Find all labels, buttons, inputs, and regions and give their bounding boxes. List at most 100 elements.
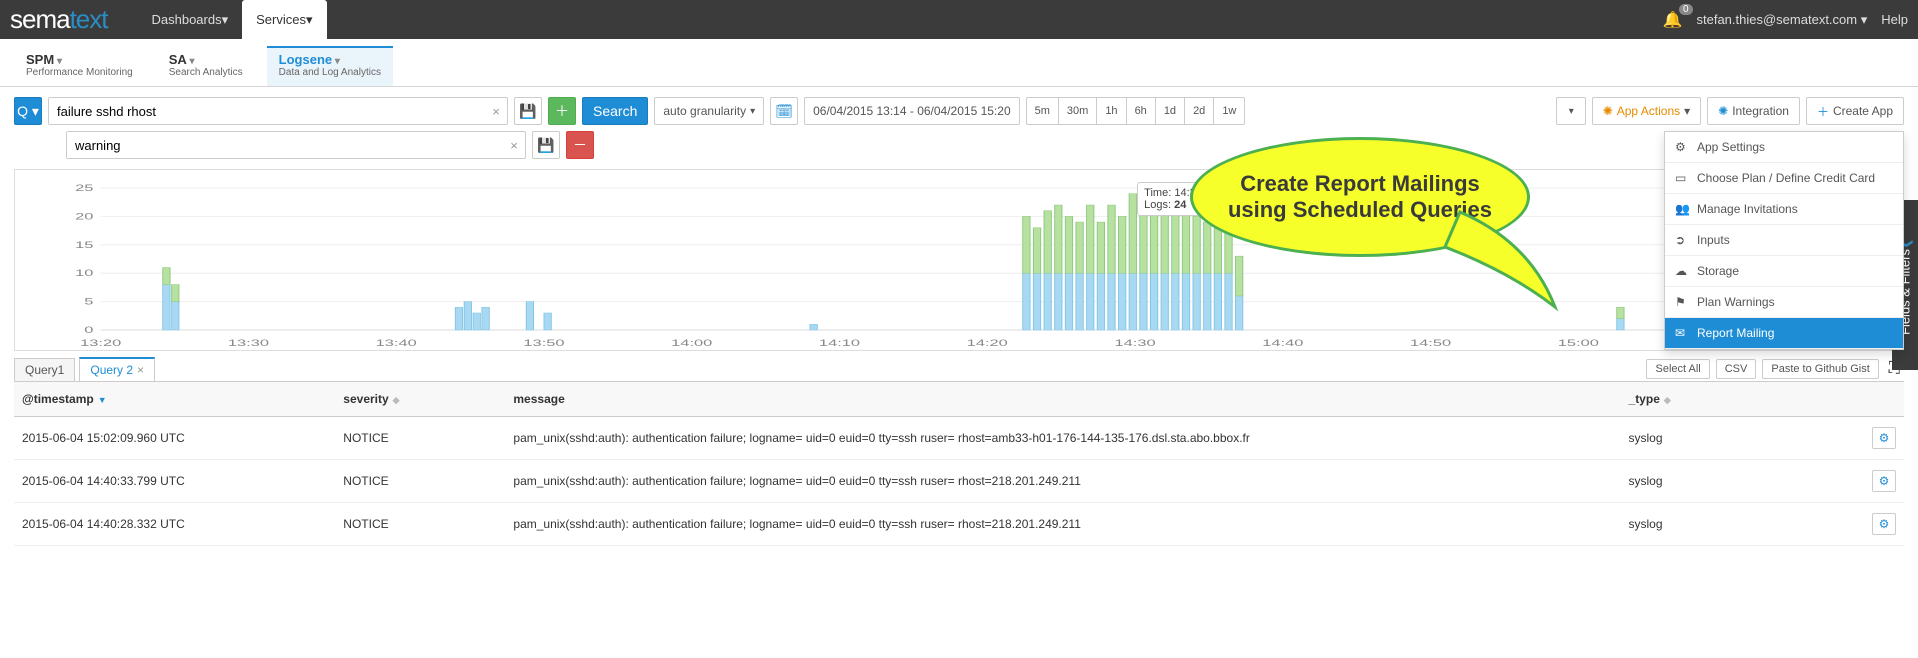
save-search-2-button[interactable]: 💾: [532, 131, 560, 159]
cell-type: syslog: [1621, 417, 1829, 460]
app-action-label: Storage: [1697, 264, 1739, 278]
range-30m[interactable]: 30m: [1059, 98, 1097, 124]
subtab-spm-sub: Performance Monitoring: [26, 67, 133, 78]
cell-type: syslog: [1621, 503, 1829, 546]
unknown-dropdown[interactable]: [1556, 97, 1586, 125]
calendar-icon[interactable]: 🗓: [770, 97, 798, 125]
range-1h[interactable]: 1h: [1097, 98, 1126, 124]
help-link[interactable]: Help: [1881, 12, 1908, 27]
app-action-storage[interactable]: ☁ Storage: [1665, 256, 1903, 287]
svg-text:15:00: 15:00: [1558, 338, 1599, 348]
svg-text:13:20: 13:20: [80, 338, 121, 348]
cell-severity: NOTICE: [335, 503, 505, 546]
log-table: @timestamp▼ severity◆ message _type◆ 201…: [14, 381, 1904, 546]
gist-button[interactable]: Paste to Github Gist: [1762, 359, 1878, 379]
row-gear-icon[interactable]: ⚙: [1872, 427, 1896, 449]
tab-query2[interactable]: Query 2 ×: [79, 357, 155, 381]
brand-b: text: [70, 4, 108, 34]
app-action-choose-plan-define-credit-card[interactable]: ▭Choose Plan / Define Credit Card: [1665, 163, 1903, 194]
table-row[interactable]: 2015-06-04 14:40:28.332 UTCNOTICEpam_uni…: [14, 503, 1904, 546]
app-action-manage-invitations[interactable]: 👥Manage Invitations: [1665, 194, 1903, 225]
table-row[interactable]: 2015-06-04 14:40:33.799 UTCNOTICEpam_uni…: [14, 460, 1904, 503]
app-actions-button[interactable]: ✺App Actions▾: [1592, 97, 1701, 125]
integration-label: Integration: [1732, 104, 1789, 118]
caret-down-icon: ▾: [306, 12, 313, 28]
search-button[interactable]: Search: [582, 97, 648, 125]
subtab-spm[interactable]: SPM Performance Monitoring: [14, 48, 145, 86]
log-tabs: Query1 Query 2 × Select All CSV Paste to …: [0, 351, 1918, 381]
topbar: sematext Dashboards ▾ Services ▾ 🔔0 stef…: [0, 0, 1918, 39]
tab-query2-label: Query 2: [90, 363, 133, 377]
add-query-button[interactable]: ＋: [548, 97, 576, 125]
mail-icon: ✉: [1675, 326, 1689, 340]
svg-text:13:50: 13:50: [523, 338, 564, 348]
app-action-app-settings[interactable]: ⚙App Settings: [1665, 132, 1903, 163]
range-2d[interactable]: 2d: [1185, 98, 1214, 124]
top-right: 🔔0 stefan.thies@sematext.com ▾ Help: [1663, 10, 1908, 30]
col-severity[interactable]: severity◆: [335, 382, 505, 417]
integration-button[interactable]: ✺ Integration: [1707, 97, 1800, 125]
table-row[interactable]: 2015-06-04 15:02:09.960 UTCNOTICEpam_uni…: [14, 417, 1904, 460]
notifications-icon[interactable]: 🔔0: [1663, 10, 1683, 30]
date-range[interactable]: 06/04/2015 13:14 - 06/04/2015 15:20: [804, 97, 1020, 125]
clear-search-2-icon[interactable]: ×: [503, 138, 525, 153]
col-timestamp[interactable]: @timestamp▼: [14, 382, 335, 417]
cell-timestamp: 2015-06-04 15:02:09.960 UTC: [14, 417, 335, 460]
search-input-2[interactable]: [67, 132, 503, 158]
cloud-icon: ☁: [1675, 264, 1689, 278]
cell-actions: ⚙: [1828, 460, 1904, 503]
svg-text:5: 5: [84, 296, 93, 306]
row-gear-icon[interactable]: ⚙: [1872, 513, 1896, 535]
notification-count: 0: [1679, 4, 1693, 15]
app-action-inputs[interactable]: ➲Inputs: [1665, 225, 1903, 256]
cell-message: pam_unix(sshd:auth): authentication fail…: [505, 503, 1620, 546]
flag-icon: ⚑: [1675, 295, 1689, 309]
svg-text:14:40: 14:40: [1262, 338, 1303, 348]
col-type[interactable]: _type◆: [1621, 382, 1829, 417]
search-input-1[interactable]: [49, 98, 485, 124]
create-app-button[interactable]: ＋Create App: [1806, 97, 1904, 125]
subtab-sa[interactable]: SA Search Analytics: [157, 48, 255, 86]
range-5m[interactable]: 5m: [1027, 98, 1059, 124]
remove-query-button[interactable]: －: [566, 131, 594, 159]
search-scope-dropdown[interactable]: Q ▾: [14, 97, 42, 125]
sort-desc-icon: ▼: [98, 395, 107, 405]
app-actions-menu: ⚙App Settings▭Choose Plan / Define Credi…: [1664, 131, 1904, 350]
col-type-label: _type: [1629, 392, 1660, 406]
cell-actions: ⚙: [1828, 503, 1904, 546]
quick-ranges: 5m30m1h6h1d2d1w: [1026, 97, 1246, 125]
close-tab-icon[interactable]: ×: [137, 363, 144, 377]
row-gear-icon[interactable]: ⚙: [1872, 470, 1896, 492]
menu-services[interactable]: Services ▾: [242, 0, 326, 39]
select-all-button[interactable]: Select All: [1646, 359, 1709, 379]
col-message[interactable]: message: [505, 382, 1620, 417]
log-histogram-chart[interactable]: 051015202513:2013:3013:4013:5014:0014:10…: [55, 180, 1883, 350]
callout-line1: Create Report Mailings: [1240, 171, 1480, 196]
users-icon: 👥: [1675, 202, 1689, 216]
hover-logs: 24: [1174, 199, 1186, 211]
gear-icon: ✺: [1718, 104, 1728, 118]
svg-text:15: 15: [75, 240, 93, 250]
granularity-dropdown[interactable]: auto granularity: [654, 97, 764, 125]
clear-search-1-icon[interactable]: ×: [485, 104, 507, 119]
caret-down-icon: ▾: [222, 12, 229, 28]
right-tools: ✺App Actions▾ ✺Integration ＋Create App ⚙…: [1556, 97, 1904, 125]
range-1d[interactable]: 1d: [1156, 98, 1185, 124]
menu-services-label: Services: [256, 12, 306, 27]
svg-text:20: 20: [75, 211, 93, 221]
save-search-button[interactable]: 💾: [514, 97, 542, 125]
range-1w[interactable]: 1w: [1214, 98, 1244, 124]
brand-logo: sematext: [10, 4, 108, 35]
menu-dashboards[interactable]: Dashboards ▾: [138, 0, 243, 39]
app-action-report-mailing[interactable]: ✉Report Mailing: [1665, 318, 1903, 349]
user-menu[interactable]: stefan.thies@sematext.com ▾: [1697, 12, 1868, 28]
subtab-logsene[interactable]: Logsene Data and Log Analytics: [267, 46, 393, 86]
gear-icon: ✺: [1603, 104, 1613, 118]
subtab-sa-sub: Search Analytics: [169, 67, 243, 78]
cell-type: syslog: [1621, 460, 1829, 503]
csv-button[interactable]: CSV: [1716, 359, 1757, 379]
tab-query1[interactable]: Query1: [14, 358, 75, 381]
app-action-label: Inputs: [1697, 233, 1730, 247]
app-action-plan-warnings[interactable]: ⚑Plan Warnings: [1665, 287, 1903, 318]
range-6h[interactable]: 6h: [1127, 98, 1156, 124]
